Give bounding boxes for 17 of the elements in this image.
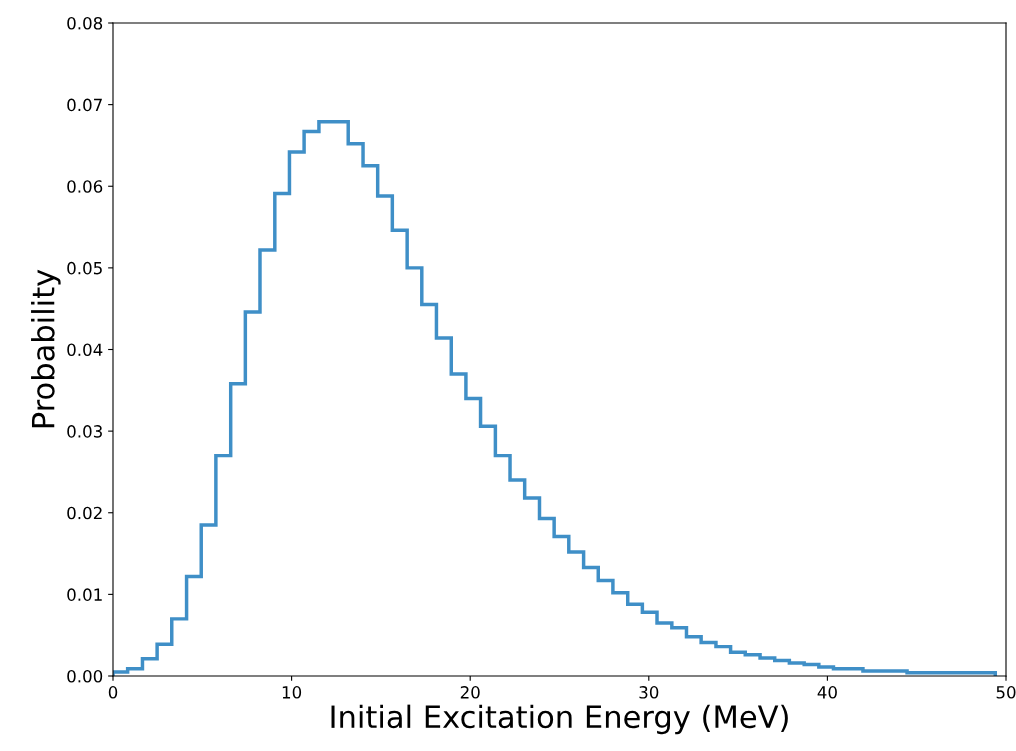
y-tick-label: 0.08 (67, 16, 103, 30)
x-tick-label: 40 (817, 686, 837, 699)
x-tick-label: 30 (639, 686, 659, 699)
y-tick-label: 0.07 (67, 98, 102, 112)
y-tick-label: 0.04 (67, 343, 103, 357)
y-axis-title: Probability (31, 269, 61, 428)
x-tick-label: 10 (282, 686, 302, 699)
x-axis-title: Initial Excitation Energy (MeV) (331, 704, 788, 735)
x-tick-label: 0 (108, 686, 118, 699)
y-tick-label: 0.00 (67, 669, 103, 683)
y-tick-label: 0.06 (67, 180, 103, 193)
y-tick-label: 0.03 (67, 425, 102, 438)
y-tick-label: 0.05 (67, 261, 102, 275)
y-tick-label: 0.02 (67, 506, 102, 520)
x-tick-label: 50 (996, 686, 1016, 699)
y-tick-label: 0.01 (67, 588, 102, 601)
x-tick-label: 20 (460, 686, 480, 699)
